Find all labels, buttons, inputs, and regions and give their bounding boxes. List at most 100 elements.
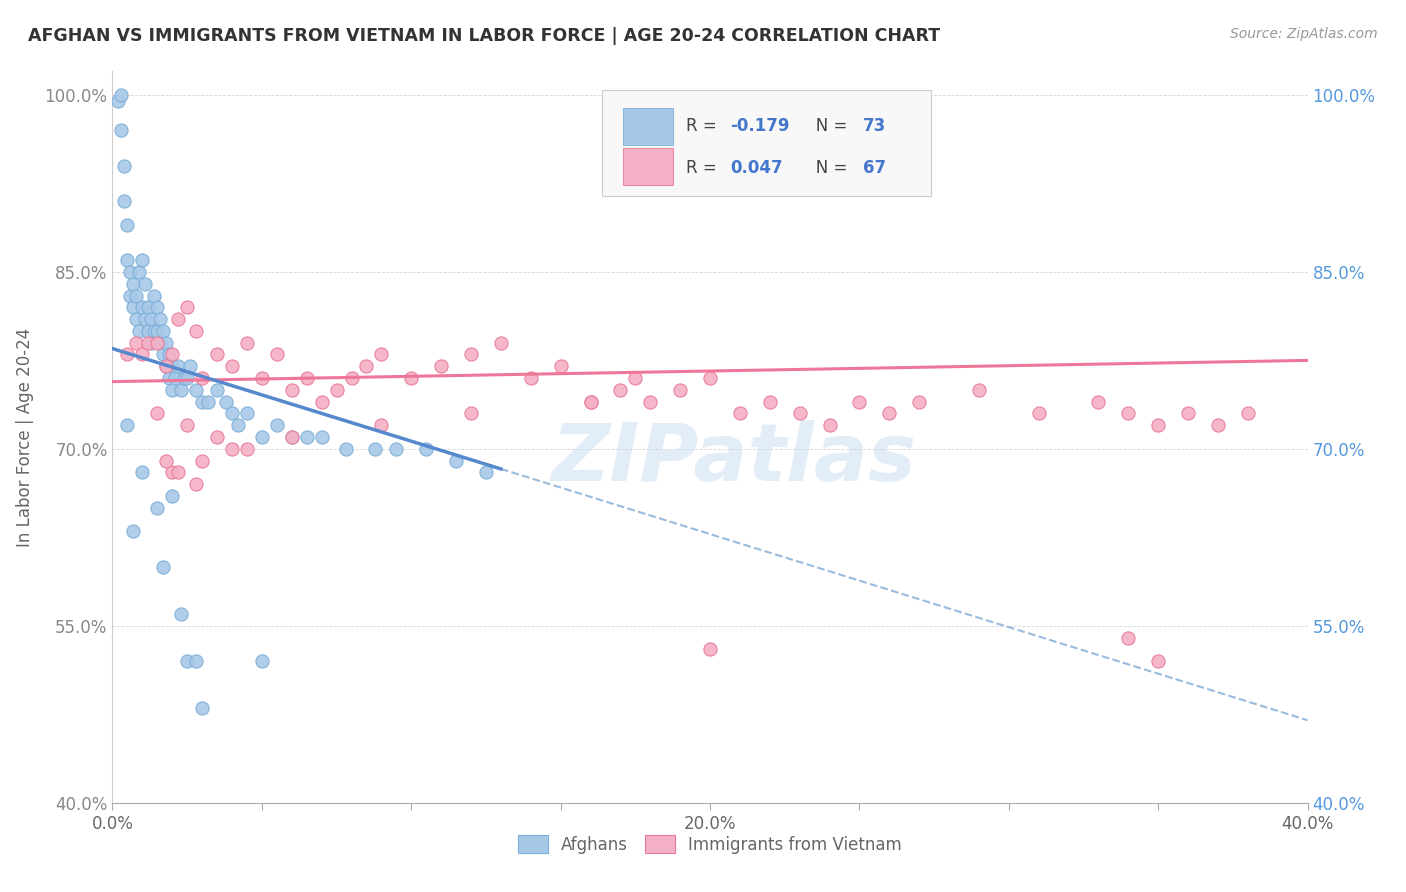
Text: AFGHAN VS IMMIGRANTS FROM VIETNAM IN LABOR FORCE | AGE 20-24 CORRELATION CHART: AFGHAN VS IMMIGRANTS FROM VIETNAM IN LAB… [28,27,941,45]
Point [699,371,721,385]
Y-axis label: In Labor Force | Age 20-24: In Labor Force | Age 20-24 [15,327,34,547]
Point [460,407,482,421]
Point [146,324,169,338]
Point [221,407,243,421]
Point [370,347,392,361]
Point [170,383,193,397]
Text: N =: N = [800,117,852,136]
Point [167,466,190,480]
Point [138,301,160,315]
Point [167,359,190,374]
Point [155,359,177,374]
Point [141,335,163,350]
Text: 67: 67 [863,159,886,177]
Point [155,359,177,374]
Point [430,359,453,374]
Point [444,453,467,467]
Point [110,123,132,137]
Text: N =: N = [800,159,852,177]
Text: 0.047: 0.047 [730,159,783,177]
Point [879,407,901,421]
FancyBboxPatch shape [623,108,673,145]
Point [250,371,273,385]
Point [146,500,169,515]
Point [186,654,208,668]
Point [266,418,288,433]
Point [125,335,148,350]
Point [295,430,318,444]
Point [146,335,169,350]
Point [205,347,228,361]
Point [155,453,177,467]
Text: ZIPatlas: ZIPatlas [551,420,917,498]
Point [152,324,174,338]
Point [138,324,160,338]
Point [120,288,142,302]
Point [624,371,647,385]
Point [149,312,172,326]
Point [250,654,273,668]
Point [197,394,219,409]
Point [579,394,602,409]
Point [146,407,169,421]
Point [281,430,304,444]
Point [176,418,198,433]
Point [114,159,135,173]
Point [176,654,198,668]
Point [266,347,288,361]
Point [128,324,150,338]
Point [818,418,841,433]
Text: R =: R = [686,159,723,177]
Point [191,701,214,715]
Point [311,394,333,409]
Point [107,94,129,108]
Point [122,277,145,291]
Point [221,442,243,456]
Point [669,383,692,397]
Point [489,335,512,350]
Point [1206,418,1229,433]
Point [162,466,183,480]
Point [162,383,183,397]
Point [1087,394,1109,409]
Point [848,394,870,409]
Point [205,430,228,444]
Point [141,312,163,326]
Point [131,347,153,361]
Text: -0.179: -0.179 [730,117,790,136]
Point [236,407,259,421]
Point [143,324,166,338]
Point [162,489,183,503]
Point [186,477,208,491]
Text: R =: R = [686,117,723,136]
Point [186,324,208,338]
Point [1147,654,1170,668]
Point [640,394,662,409]
Point [759,394,782,409]
Point [789,407,811,421]
Point [186,383,208,397]
Point [131,466,153,480]
Point [401,371,423,385]
Point [908,394,931,409]
Point [415,442,437,456]
Point [520,371,543,385]
Point [325,383,347,397]
Point [967,383,990,397]
Point [117,347,139,361]
Point [385,442,408,456]
Point [609,383,631,397]
Point [335,442,357,456]
Point [117,253,139,268]
Point [125,288,148,302]
Point [162,347,183,361]
Point [165,371,187,385]
Point [205,383,228,397]
Point [149,335,172,350]
Text: 73: 73 [863,117,886,136]
Point [157,371,180,385]
Point [122,524,145,539]
Point [162,359,183,374]
Point [475,466,498,480]
Point [236,442,259,456]
